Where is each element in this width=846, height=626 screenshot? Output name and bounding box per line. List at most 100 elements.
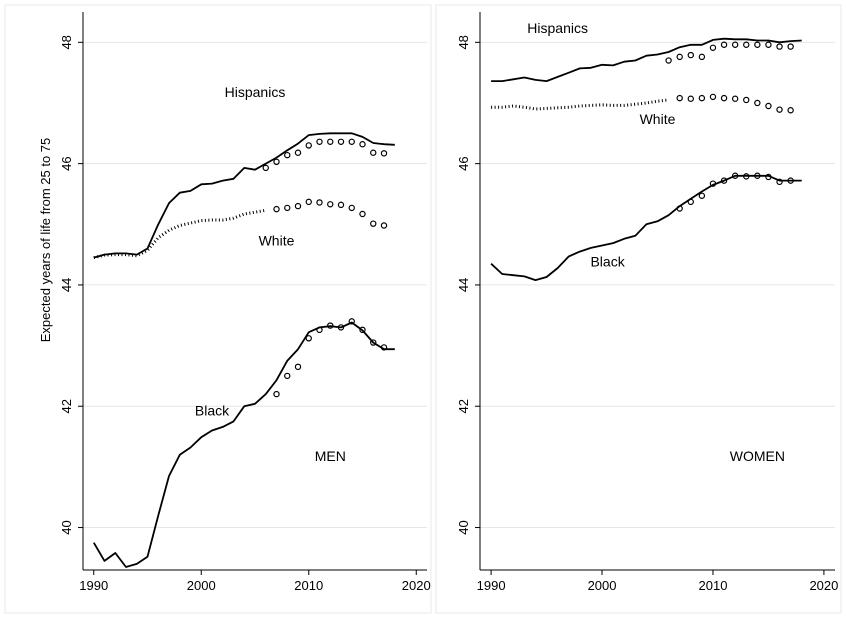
- panel-frame-women: [435, 4, 842, 614]
- series-black-projection-point: [720, 177, 728, 184]
- series-hispanics-projection-point: [337, 138, 345, 145]
- series-black-projection-point: [709, 180, 717, 187]
- series-black-line: [93, 321, 395, 568]
- x-tick-label: 1990: [79, 578, 108, 593]
- series-white-projection-point: [731, 95, 739, 102]
- annotation-hispanics: Hispanics: [225, 84, 286, 100]
- y-axis-label: Expected years of life from 25 to 75: [38, 138, 53, 343]
- series-white-projection-point: [709, 93, 717, 101]
- series-white-projection-point: [316, 199, 323, 206]
- plot-layer: 40 42 44 46 48 1990 2000 2010 2020 Hispanics White…: [59, 12, 838, 593]
- series-white-projection-point: [754, 99, 761, 107]
- series-white-projection-point: [359, 210, 366, 218]
- y-tick-label: 42: [456, 399, 471, 413]
- annotation-black: Black: [195, 402, 230, 418]
- series-black-projection-point: [731, 172, 739, 179]
- series-black-projection-point: [316, 326, 323, 334]
- series-white-projection-point: [787, 107, 794, 114]
- series-black-projection-point: [765, 173, 772, 181]
- y-tick-label: 42: [59, 399, 74, 413]
- series-white-projection-point: [380, 222, 388, 229]
- y-tick-label: 40: [59, 520, 74, 534]
- series-hispanics-projection-point: [665, 57, 672, 64]
- series-white-projection-point: [337, 201, 345, 209]
- series-white-projection-point: [687, 95, 694, 102]
- series-black-projection-point: [787, 177, 794, 184]
- series-hispanics-projection-point: [305, 142, 312, 149]
- series-hispanics-projection-point: [262, 164, 269, 172]
- series-hispanics-projection-point: [720, 41, 728, 48]
- x-tick-label: 2020: [402, 578, 431, 593]
- series-hispanics-projection-point: [687, 51, 694, 59]
- series-hispanics-line: [93, 132, 395, 259]
- series-hispanics-projection-point: [273, 158, 280, 166]
- series-black-projection-point: [284, 372, 291, 380]
- series-white-projection-point: [765, 102, 772, 110]
- series-hispanics-projection-point: [709, 44, 717, 51]
- annotation-white: White: [640, 111, 676, 127]
- series-black-projection-point: [687, 198, 694, 206]
- series-white-projection-point: [743, 96, 750, 104]
- annotation-black: Black: [590, 254, 625, 270]
- series-hispanics-projection-point: [776, 43, 783, 50]
- panel-1: 40 42 44 46 48 1990 2000 2010 2020 Hispanics White…: [456, 12, 838, 593]
- series-hispanics-projection-point: [380, 150, 388, 157]
- y-tick-label: 40: [456, 520, 471, 534]
- series-white-projection-point: [305, 198, 312, 206]
- series-white-projection-point: [676, 94, 683, 102]
- series-black-projection-point: [273, 390, 280, 398]
- x-tick-label: 2010: [699, 578, 728, 593]
- series-black-projection-point: [676, 205, 683, 212]
- x-tick-label: 2010: [294, 578, 323, 593]
- series-hispanics-projection-point: [676, 53, 683, 61]
- series-black-projection-point: [337, 324, 345, 331]
- series-black-projection-point: [380, 344, 388, 351]
- x-tick-label: 2000: [187, 578, 216, 593]
- series-hispanics-projection-point: [743, 41, 750, 48]
- x-tick-label: 2020: [809, 578, 838, 593]
- series-white-line: [93, 208, 267, 260]
- annotation-women: WOMEN: [730, 448, 785, 464]
- series-black-projection-point: [294, 363, 302, 371]
- series-black-line: [490, 174, 802, 282]
- series-white-projection-point: [776, 106, 783, 113]
- series-hispanics-projection-point: [370, 149, 377, 156]
- series-hispanics-projection-point: [359, 141, 366, 148]
- series-black-projection-point: [327, 322, 334, 329]
- series-hispanics-projection-point: [348, 138, 355, 145]
- series-white-projection-point: [327, 201, 334, 208]
- series-white-projection-point: [370, 220, 377, 227]
- annotation-white: White: [259, 233, 295, 249]
- series-hispanics-projection-point: [284, 151, 291, 159]
- series-hispanics-projection-point: [787, 43, 794, 50]
- series-hispanics-line: [491, 37, 802, 82]
- series-white-projection-point: [284, 204, 291, 212]
- series-hispanics-projection-point: [754, 41, 761, 48]
- series-white-projection-point: [720, 94, 728, 102]
- series-white-projection-point: [294, 202, 302, 210]
- y-tick-label: 46: [59, 156, 74, 170]
- y-tick-label: 48: [59, 35, 74, 49]
- series-hispanics-projection-point: [698, 53, 706, 61]
- series-hispanics-projection-point: [294, 149, 302, 156]
- series-hispanics-projection-point: [765, 41, 772, 48]
- y-tick-label: 44: [456, 278, 471, 292]
- series-white-projection-point: [273, 205, 280, 213]
- series-black-projection-point: [754, 172, 761, 179]
- series-black-projection-point: [370, 339, 377, 346]
- annotation-hispanics: Hispanics: [527, 20, 588, 36]
- series-white-projection-point: [698, 94, 706, 102]
- x-tick-label: 2000: [588, 578, 617, 593]
- series-hispanics-projection-point: [316, 138, 323, 145]
- panel-0: 40 42 44 46 48 1990 2000 2010 2020 Hispanics White…: [59, 12, 431, 593]
- y-tick-label: 44: [59, 278, 74, 292]
- series-black-projection-point: [359, 326, 366, 334]
- series-black-projection-point: [348, 318, 355, 325]
- series-black-projection-point: [698, 192, 706, 199]
- series-hispanics-projection-point: [731, 41, 739, 48]
- series-black-projection-point: [305, 335, 312, 342]
- series-black-projection-point: [776, 178, 783, 186]
- annotation-men: MEN: [315, 448, 346, 464]
